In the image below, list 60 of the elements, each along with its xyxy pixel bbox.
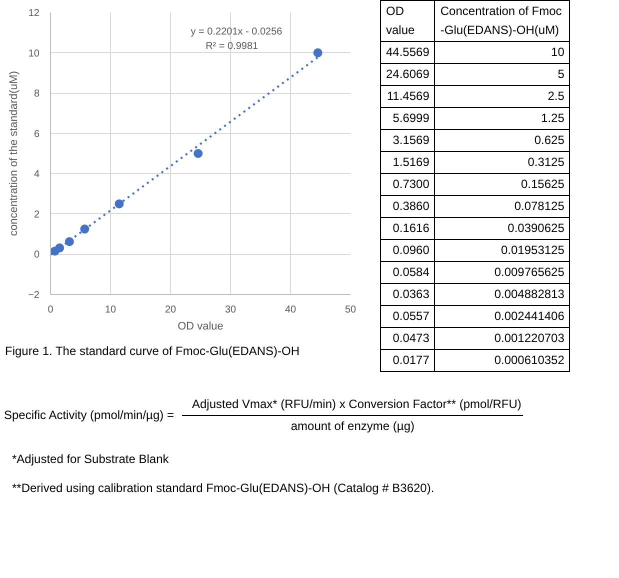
point [313, 48, 322, 58]
text: 0.0363 [380, 284, 435, 306]
text: 0.3125 [434, 152, 570, 174]
text: Concentration of Fmoc-Glu(EDANS)-OH(uM) [434, 0, 570, 42]
text: 0.009765625 [434, 262, 570, 284]
x-axis-title: OD value [178, 320, 224, 332]
text: 0.15625 [434, 174, 570, 196]
x-tick-label: 50 [344, 304, 356, 316]
text: 0.0177 [380, 350, 435, 372]
x-tick-label: 0 [48, 304, 54, 316]
text: 11.4569 [380, 86, 435, 108]
point [194, 149, 203, 158]
y-tick-label: 2 [34, 209, 40, 220]
text: 0.1616 [380, 218, 435, 240]
x-tick-label: 40 [284, 304, 296, 316]
x-tick-label: 30 [224, 304, 236, 316]
text: amount of enzyme (µg) [290, 418, 416, 436]
text: 24.6069 [380, 64, 435, 86]
text: *Adjusted for Substrate Blank [11, 451, 170, 468]
y-axis-title: concentration of the standard(uM) [8, 70, 20, 236]
annotation: R² = 0.9981 [206, 40, 259, 52]
text: 0.004882813 [434, 284, 570, 306]
text: 0.0473 [380, 328, 435, 350]
y-tick-label: 4 [34, 169, 40, 180]
text: 0.7300 [380, 174, 435, 196]
y-tick-label: 6 [34, 128, 40, 140]
text: 0.0960 [380, 240, 435, 262]
text: 1.5169 [380, 152, 435, 174]
text: 5 [434, 64, 570, 86]
y-tick-label: 8 [34, 88, 40, 100]
text: **Derived using calibration standard Fmoc-Glu(EDANS)-OH (Catalog # B3620). [11, 480, 436, 498]
text: OD value [380, 0, 435, 42]
point [80, 224, 90, 234]
text: 1.25 [434, 108, 570, 130]
text: 0.01953125 [434, 240, 570, 262]
caption: Figure 1. The standard curve of Fmoc-Glu(EDANS)-OH [5, 343, 300, 360]
text: 0.078125 [434, 196, 570, 218]
text: 5.6999 [380, 108, 435, 130]
text: 0.3860 [380, 196, 435, 218]
text: 0.002441406 [434, 306, 570, 328]
text: 0.000610352 [434, 350, 570, 372]
y-tick-label: 0 [34, 250, 40, 261]
text: 0.001220703 [434, 328, 570, 350]
text: 0.625 [434, 130, 570, 152]
y-tick-label: 10 [28, 48, 40, 60]
text: 3.1569 [380, 130, 435, 152]
x-tick-label: 10 [104, 304, 116, 316]
text: 0.0390625 [434, 218, 570, 240]
y-tick-label: 12 [28, 8, 40, 19]
x-tick-label: 20 [164, 304, 176, 316]
text: Adjusted Vmax* (RFU/min) x Conversion Factor** (pmol/RFU) [182, 396, 524, 416]
text: 44.5569 [380, 42, 435, 64]
text: 2.5 [434, 86, 570, 108]
text: 10 [434, 42, 570, 64]
y-tick-label: −2 [28, 290, 40, 301]
text: 0.0584 [380, 262, 435, 284]
text: 0.0557 [380, 306, 435, 328]
annotation: y = 0.2201x - 0.0256 [190, 26, 283, 38]
text: Specific Activity (pmol/min/µg) = [4, 407, 174, 424]
point [114, 199, 124, 208]
